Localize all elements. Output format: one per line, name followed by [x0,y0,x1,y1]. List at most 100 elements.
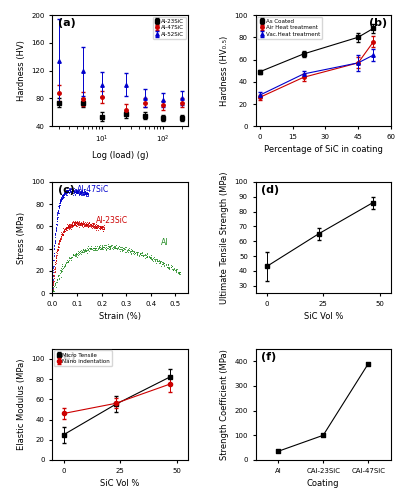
Point [60,264,66,272]
Point [126,244,133,252]
Point [50,272,57,280]
Point [62,224,69,232]
Point [59,231,65,239]
Point [85,222,92,230]
Point [59,262,65,270]
Point [68,220,75,228]
Point [52,280,58,288]
Text: Al-47SiC: Al-47SiC [77,185,109,194]
Point [131,248,137,256]
Point [157,259,164,267]
Point [58,228,64,236]
Point [71,188,77,196]
Point [124,247,130,255]
Point [57,268,64,276]
Point [52,234,58,241]
Point [74,187,80,195]
Point [75,219,82,227]
Point [89,224,95,232]
Point [56,276,62,283]
Point [60,189,67,197]
Point [112,243,118,251]
Point [128,249,134,257]
Point [57,194,64,202]
Point [66,189,73,197]
Point [54,248,60,256]
Point [83,188,89,196]
Point [124,246,131,254]
Point [129,246,136,254]
Point [60,231,66,239]
Point [90,246,96,254]
Point [62,188,69,196]
Point [83,220,89,228]
Point [81,188,87,196]
Point [136,251,142,259]
Point [50,256,57,264]
Point [154,258,160,266]
Point [79,248,86,256]
Point [133,248,140,256]
Point [87,220,94,228]
Point [77,190,84,198]
Point [66,221,73,229]
Point [64,256,71,264]
Point [56,202,62,210]
Point [60,192,66,200]
Text: Al-23SiC: Al-23SiC [96,216,128,225]
Point [64,258,71,266]
Point [66,253,73,261]
Point [62,225,68,233]
Point [143,250,150,258]
Point [91,219,97,227]
Point [67,186,73,194]
Point [83,220,90,228]
Point [97,222,104,230]
Point [69,222,76,230]
Point [82,190,88,198]
Point [64,190,70,198]
Point [101,225,108,233]
Point [99,244,106,252]
Point [50,278,56,286]
Point [75,249,81,257]
Point [83,246,89,254]
X-axis label: SiC Vol %: SiC Vol % [303,312,343,322]
Point [100,225,106,233]
Point [53,220,59,228]
Point [160,260,166,268]
Point [61,225,68,233]
Point [53,220,59,228]
Point [72,218,79,226]
Point [54,214,60,222]
Point [132,250,139,258]
Point [109,241,116,249]
Point [80,222,87,230]
Point [61,260,68,268]
Point [59,192,65,200]
Point [62,258,69,266]
Point [122,248,129,256]
Point [128,246,134,254]
Point [58,232,64,240]
Point [139,248,145,256]
Text: (c): (c) [58,185,75,195]
Point [52,239,58,247]
Point [320,432,326,440]
Point [113,241,119,249]
Point [54,247,60,255]
Point [51,268,57,276]
Point [55,208,62,216]
Point [60,230,66,238]
Point [118,244,125,252]
Point [140,252,146,260]
Point [52,237,58,245]
Point [85,223,91,231]
Point [118,244,125,252]
Point [93,223,100,231]
Point [63,188,69,196]
Point [103,244,109,252]
Point [118,246,124,254]
Point [69,185,75,193]
Point [176,269,183,277]
